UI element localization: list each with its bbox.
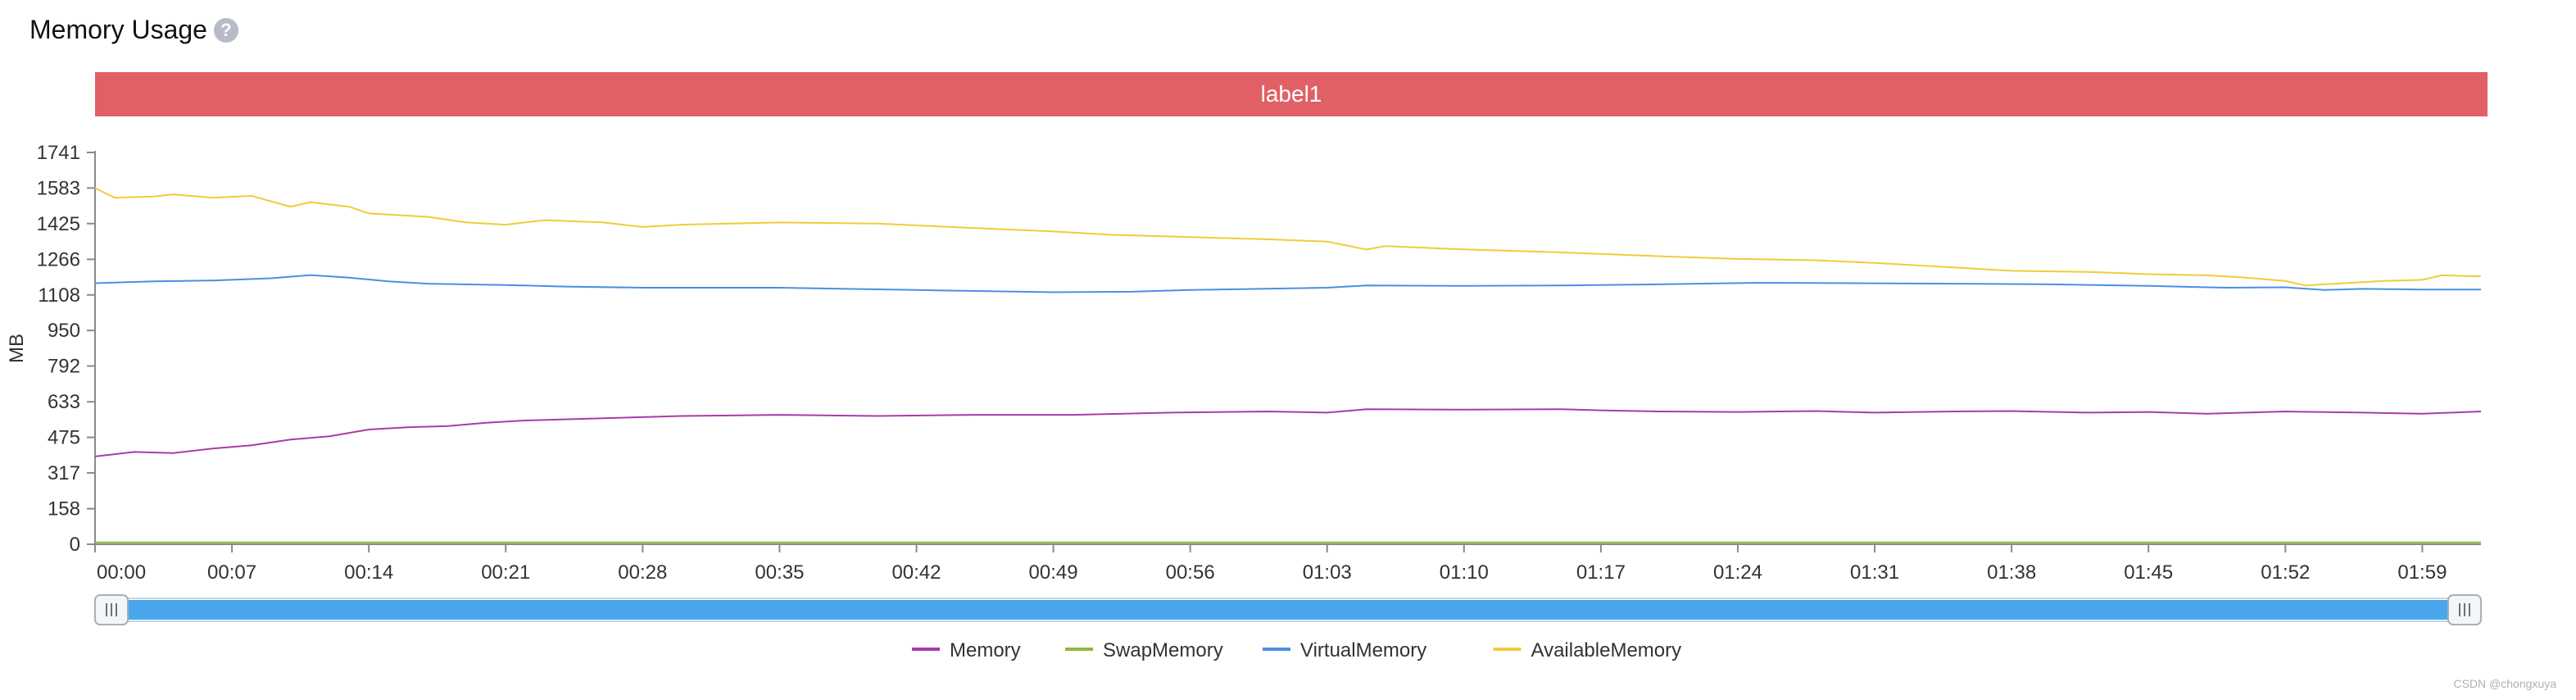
x-tick-label: 01:31	[1850, 561, 1899, 584]
y-tick-label: 317	[48, 462, 80, 484]
x-tick-label: 00:42	[891, 561, 941, 584]
x-tick-label: 01:17	[1576, 561, 1626, 584]
y-tick-label: 950	[48, 320, 80, 342]
page-title-text: Memory Usage	[29, 15, 207, 44]
legend-label-availablememory[interactable]: AvailableMemory	[1531, 639, 1682, 661]
x-tick-label: 01:59	[2397, 561, 2447, 584]
series-line-virtualmemory	[94, 274, 2481, 293]
series-line-memory	[94, 408, 2482, 457]
y-tick-label: 1266	[37, 248, 80, 270]
x-tick-label: 00:49	[1029, 561, 1078, 584]
x-tick-label: 01:52	[2261, 561, 2310, 584]
x-tick-label: 00:56	[1166, 561, 1215, 584]
x-tick-label: 00:07	[207, 561, 256, 584]
x-tick-label: 00:14	[344, 561, 393, 584]
x-tick-label: 01:38	[1987, 561, 2036, 584]
y-tick-label: 633	[48, 391, 80, 413]
x-tick-label: 01:45	[2124, 561, 2173, 584]
x-tick-label: 00:21	[481, 561, 530, 584]
y-tick-label: 0	[70, 534, 80, 556]
x-tick-label: 00:00	[97, 561, 146, 584]
legend-label-swapmemory[interactable]: SwapMemory	[1103, 639, 1223, 661]
help-icon[interactable]: ?	[213, 17, 238, 43]
y-tick-label: 1425	[37, 213, 80, 235]
legend-label-virtualmemory[interactable]: VirtualMemory	[1300, 639, 1426, 661]
y-tick-label: 475	[48, 427, 80, 449]
series-label-banner: label1	[95, 72, 2488, 116]
y-tick-label: 158	[48, 498, 80, 520]
x-tick-label: 00:28	[618, 561, 667, 584]
zoom-slider-range[interactable]	[111, 600, 2465, 620]
x-tick-label: 00:35	[755, 561, 804, 584]
page-title: Memory Usage ?	[29, 15, 238, 45]
y-axis-title: MB	[6, 334, 28, 363]
y-tick-label: 1108	[38, 284, 80, 307]
y-tick-label: 792	[48, 356, 80, 378]
legend-label-memory[interactable]: Memory	[950, 639, 1021, 661]
x-tick-label: 01:03	[1303, 561, 1352, 584]
y-tick-label: 1741	[37, 142, 80, 164]
watermark: CSDN @chongxuya	[2453, 677, 2557, 690]
x-tick-label: 01:24	[1713, 561, 1762, 584]
y-tick-label: 1583	[37, 177, 80, 199]
x-tick-label: 01:10	[1440, 561, 1489, 584]
series-line-availablememory	[94, 187, 2482, 287]
banner-label: label1	[1260, 81, 1322, 107]
